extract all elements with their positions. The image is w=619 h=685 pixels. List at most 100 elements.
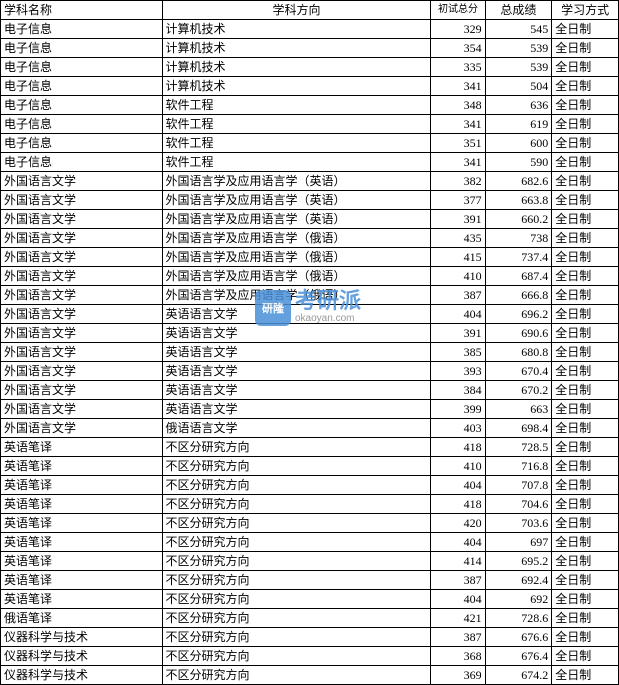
cell-score1: 387 — [431, 286, 485, 305]
cell-mode: 全日制 — [552, 305, 619, 324]
table-row: 外国语言文学英语语言文学399663全日制 — [1, 400, 619, 419]
cell-mode: 全日制 — [552, 666, 619, 685]
cell-score1: 420 — [431, 514, 485, 533]
table-row: 外国语言文学英语语言文学404696.2全日制 — [1, 305, 619, 324]
cell-mode: 全日制 — [552, 438, 619, 457]
cell-score1: 404 — [431, 590, 485, 609]
cell-score1: 351 — [431, 134, 485, 153]
table-row: 英语笔译不区分研究方向387692.4全日制 — [1, 571, 619, 590]
cell-subject: 外国语言文学 — [1, 248, 163, 267]
cell-score2: 707.8 — [485, 476, 552, 495]
table-row: 英语笔译不区分研究方向404707.8全日制 — [1, 476, 619, 495]
cell-score1: 391 — [431, 210, 485, 229]
cell-subject: 仪器科学与技术 — [1, 647, 163, 666]
table-header-row: 学科名称 学科方向 初试总分 总成绩 学习方式 — [1, 1, 619, 20]
cell-score1: 341 — [431, 77, 485, 96]
table-row: 外国语言文学俄语语言文学403698.4全日制 — [1, 419, 619, 438]
cell-direction: 外国语言学及应用语言学（俄语） — [162, 286, 431, 305]
table-row: 英语笔译不区分研究方向410716.8全日制 — [1, 457, 619, 476]
cell-subject: 外国语言文学 — [1, 305, 163, 324]
cell-score1: 384 — [431, 381, 485, 400]
cell-score2: 696.2 — [485, 305, 552, 324]
cell-mode: 全日制 — [552, 20, 619, 39]
cell-mode: 全日制 — [552, 552, 619, 571]
cell-direction: 英语语言文学 — [162, 362, 431, 381]
cell-subject: 外国语言文学 — [1, 381, 163, 400]
cell-direction: 计算机技术 — [162, 20, 431, 39]
cell-subject: 外国语言文学 — [1, 229, 163, 248]
cell-mode: 全日制 — [552, 628, 619, 647]
cell-score1: 418 — [431, 495, 485, 514]
table-row: 外国语言文学英语语言文学393670.4全日制 — [1, 362, 619, 381]
cell-mode: 全日制 — [552, 39, 619, 58]
cell-score2: 619 — [485, 115, 552, 134]
table-row: 外国语言文学外国语言学及应用语言学（俄语）435738全日制 — [1, 229, 619, 248]
table-row: 俄语笔译不区分研究方向421728.6全日制 — [1, 609, 619, 628]
cell-score2: 676.6 — [485, 628, 552, 647]
cell-score1: 377 — [431, 191, 485, 210]
cell-score1: 329 — [431, 20, 485, 39]
table-row: 仪器科学与技术不区分研究方向368676.4全日制 — [1, 647, 619, 666]
cell-score1: 387 — [431, 571, 485, 590]
cell-subject: 电子信息 — [1, 96, 163, 115]
cell-mode: 全日制 — [552, 58, 619, 77]
cell-score1: 418 — [431, 438, 485, 457]
cell-score1: 404 — [431, 533, 485, 552]
cell-direction: 俄语语言文学 — [162, 419, 431, 438]
cell-score2: 670.2 — [485, 381, 552, 400]
cell-score2: 728.5 — [485, 438, 552, 457]
table-row: 英语笔译不区分研究方向418728.5全日制 — [1, 438, 619, 457]
cell-mode: 全日制 — [552, 457, 619, 476]
cell-subject: 电子信息 — [1, 58, 163, 77]
cell-score2: 738 — [485, 229, 552, 248]
cell-score1: 393 — [431, 362, 485, 381]
cell-subject: 电子信息 — [1, 39, 163, 58]
cell-direction: 外国语言学及应用语言学（俄语） — [162, 267, 431, 286]
cell-direction: 不区分研究方向 — [162, 476, 431, 495]
cell-subject: 英语笔译 — [1, 514, 163, 533]
cell-score2: 687.4 — [485, 267, 552, 286]
cell-mode: 全日制 — [552, 362, 619, 381]
cell-direction: 外国语言学及应用语言学（英语） — [162, 191, 431, 210]
cell-score1: 354 — [431, 39, 485, 58]
cell-mode: 全日制 — [552, 476, 619, 495]
cell-direction: 英语语言文学 — [162, 343, 431, 362]
cell-direction: 不区分研究方向 — [162, 533, 431, 552]
cell-score1: 404 — [431, 305, 485, 324]
cell-mode: 全日制 — [552, 191, 619, 210]
table-row: 电子信息计算机技术354539全日制 — [1, 39, 619, 58]
cell-score1: 399 — [431, 400, 485, 419]
cell-score1: 421 — [431, 609, 485, 628]
cell-score2: 728.6 — [485, 609, 552, 628]
cell-score1: 335 — [431, 58, 485, 77]
cell-subject: 英语笔译 — [1, 495, 163, 514]
table-row: 英语笔译不区分研究方向404692全日制 — [1, 590, 619, 609]
cell-score1: 414 — [431, 552, 485, 571]
cell-score1: 341 — [431, 115, 485, 134]
cell-score1: 348 — [431, 96, 485, 115]
cell-score2: 539 — [485, 39, 552, 58]
header-score1: 初试总分 — [431, 1, 485, 20]
cell-mode: 全日制 — [552, 286, 619, 305]
cell-direction: 外国语言学及应用语言学（俄语） — [162, 229, 431, 248]
cell-score2: 676.4 — [485, 647, 552, 666]
cell-direction: 软件工程 — [162, 134, 431, 153]
cell-score1: 341 — [431, 153, 485, 172]
table-row: 英语笔译不区分研究方向420703.6全日制 — [1, 514, 619, 533]
cell-direction: 计算机技术 — [162, 77, 431, 96]
cell-subject: 外国语言文学 — [1, 267, 163, 286]
table-row: 电子信息软件工程341619全日制 — [1, 115, 619, 134]
cell-score1: 415 — [431, 248, 485, 267]
cell-mode: 全日制 — [552, 590, 619, 609]
cell-direction: 软件工程 — [162, 115, 431, 134]
cell-direction: 不区分研究方向 — [162, 514, 431, 533]
cell-direction: 不区分研究方向 — [162, 457, 431, 476]
cell-direction: 不区分研究方向 — [162, 590, 431, 609]
cell-subject: 外国语言文学 — [1, 343, 163, 362]
cell-score2: 716.8 — [485, 457, 552, 476]
table-row: 电子信息软件工程348636全日制 — [1, 96, 619, 115]
cell-direction: 外国语言学及应用语言学（英语） — [162, 210, 431, 229]
cell-subject: 仪器科学与技术 — [1, 628, 163, 647]
cell-direction: 不区分研究方向 — [162, 647, 431, 666]
table-row: 外国语言文学外国语言学及应用语言学（英语）382682.6全日制 — [1, 172, 619, 191]
